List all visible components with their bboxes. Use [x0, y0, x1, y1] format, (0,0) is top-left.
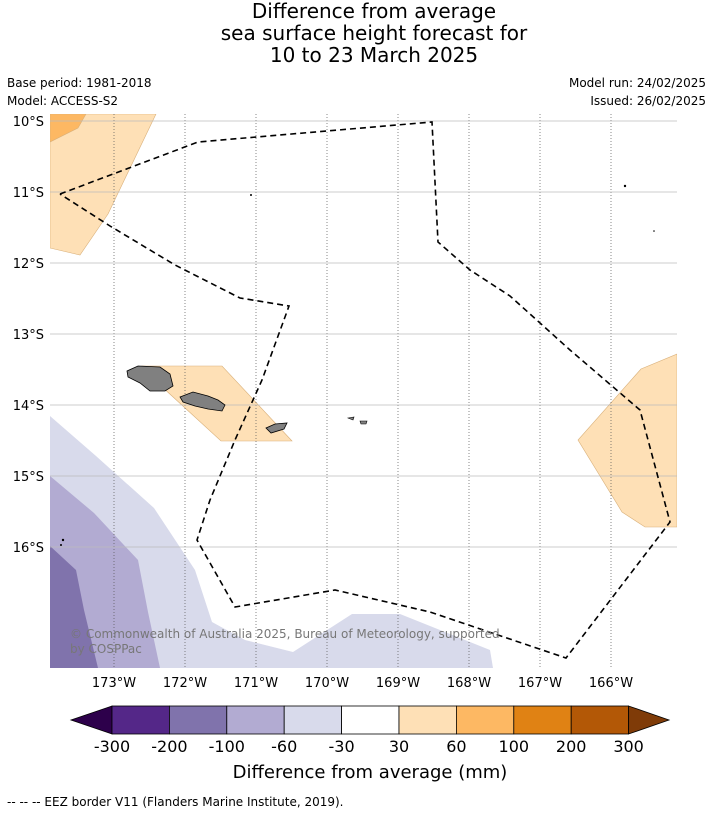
- manua-island-2: [359, 420, 368, 425]
- latitude-tick-label: 14°S: [13, 399, 44, 414]
- longitude-tick-label: 167°W: [518, 676, 562, 691]
- manua-island-1: [346, 416, 355, 421]
- colorbar-segment: [455, 705, 515, 735]
- title-line-1: Difference from average: [251, 0, 497, 23]
- latitude-tick-label: 12°S: [13, 257, 44, 272]
- colorbar-tick-label: -200: [151, 737, 187, 756]
- model-run-text: Model run: 24/02/2025: [568, 76, 706, 90]
- colorbar-under-arrow: [69, 705, 113, 735]
- anomaly-patch-sw-30-60: [50, 416, 493, 668]
- colorbar-segment: [570, 705, 630, 735]
- colorbar-over-arrow: [628, 705, 671, 735]
- longitude-tick-label: 170°W: [305, 676, 349, 691]
- copyright-line-2: by COSPPac: [70, 642, 142, 656]
- longitude-tick-label: 166°W: [589, 676, 633, 691]
- colorbar-tick-label: -300: [94, 737, 130, 756]
- longitude-tick-label: 171°W: [234, 676, 278, 691]
- title-line-2: sea surface height forecast for: [220, 21, 528, 45]
- eez-legend-footer: -- -- -- EEZ border V11 (Flanders Marine…: [7, 795, 344, 809]
- savaii-island: [126, 365, 174, 392]
- colorbar-tick-label: 200: [556, 737, 587, 756]
- colorbar-tick-label: -30: [329, 737, 355, 756]
- islet-1: [250, 194, 252, 196]
- islet-3: [653, 230, 655, 232]
- anomaly-patch-sw-100-200: [50, 546, 98, 668]
- anomaly-patch-nw-30-60: [50, 114, 157, 256]
- meta-left: Base period: 1981-2018 Model: ACCESS-S2: [7, 74, 152, 110]
- colorbar-tick-label: -60: [271, 737, 297, 756]
- latitude-labels: 10°S 11°S 12°S 13°S 14°S 15°S 16°S: [13, 115, 44, 556]
- colorbar-tick-label: -100: [209, 737, 245, 756]
- colorbar-tick-label: 300: [613, 737, 644, 756]
- base-period-text: Base period: 1981-2018: [7, 76, 152, 90]
- colorbar-segment: [513, 705, 572, 735]
- colorbar-segment: [111, 705, 170, 735]
- latitude-tick-label: 10°S: [13, 115, 44, 130]
- colorbar-tick-label: 30: [389, 737, 409, 756]
- longitude-tick-label: 173°W: [92, 676, 136, 691]
- map-title: Difference from average sea surface heig…: [0, 0, 713, 66]
- colorbar-segment: [226, 705, 285, 735]
- anomaly-layer: [50, 114, 677, 668]
- eez-borders: [59, 121, 671, 659]
- islet-2: [623, 184, 627, 188]
- colorbar-segment: [283, 705, 343, 735]
- model-text: Model: ACCESS-S2: [7, 94, 119, 108]
- title-line-3: 10 to 23 March 2025: [269, 43, 479, 67]
- colorbar-segment: [168, 705, 228, 735]
- colorbar: -300 -200 -100 -60 -30 30 60 100 200 300: [69, 705, 671, 756]
- anomaly-patch-east-30-60: [577, 353, 677, 528]
- colorbar-tick-label: 60: [446, 737, 466, 756]
- eez-border-samoa: [59, 121, 671, 659]
- longitude-tick-label: 168°W: [447, 676, 491, 691]
- colorbar-segment: [341, 705, 400, 735]
- longitude-labels: 173°W 172°W 171°W 170°W 169°W 168°W 167°W 166°W: [92, 676, 633, 691]
- longitude-tick-label: 169°W: [376, 676, 420, 691]
- colorbar-tick-label: 100: [499, 737, 530, 756]
- islet-5: [60, 544, 62, 546]
- land-layer: [60, 184, 655, 546]
- latitude-tick-label: 16°S: [13, 541, 44, 556]
- latitude-tick-label: 11°S: [13, 186, 44, 201]
- colorbar-title: Difference from average (mm): [233, 762, 508, 783]
- longitude-tick-label: 172°W: [163, 676, 207, 691]
- copyright-line-1: © Commonwealth of Australia 2025, Bureau…: [70, 627, 500, 641]
- meta-right: Model run: 24/02/2025 Issued: 26/02/2025: [569, 74, 706, 110]
- tutuila-island: [265, 422, 288, 434]
- issued-text: Issued: 26/02/2025: [590, 94, 706, 108]
- colorbar-segment: [398, 705, 457, 735]
- islet-4: [61, 538, 65, 542]
- latitude-tick-label: 15°S: [13, 470, 44, 485]
- latitude-tick-label: 13°S: [13, 328, 44, 343]
- upolu-island: [179, 391, 226, 412]
- gridlines: [50, 114, 677, 668]
